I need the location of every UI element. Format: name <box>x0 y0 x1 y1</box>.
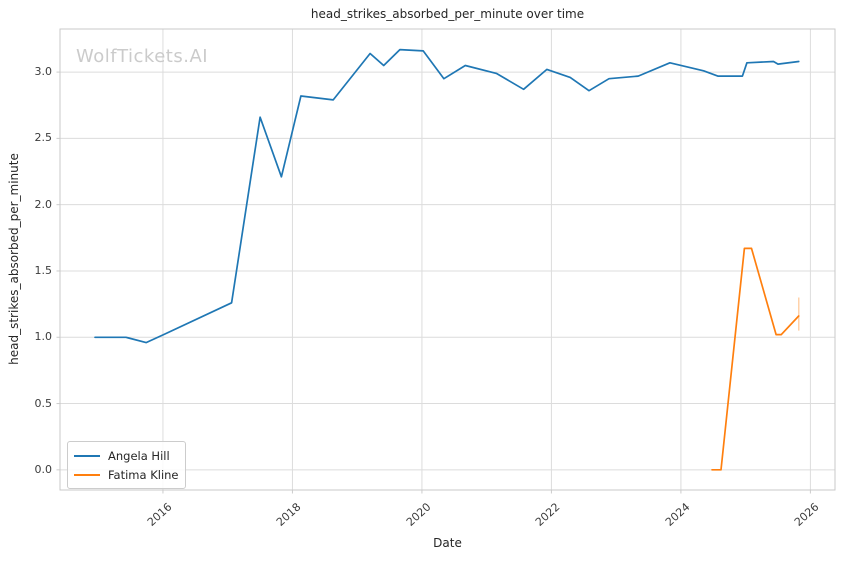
line-series-angela-hill <box>94 48 800 344</box>
watermark: WolfTickets.AI <box>76 46 209 67</box>
y-axis-label: head_strikes_absorbed_per_minute <box>7 153 21 365</box>
legend-label: Fatima Kline <box>108 467 179 482</box>
y-tick-label: 1.5 <box>34 263 53 277</box>
y-tick-label: 0.0 <box>34 462 53 476</box>
legend-item-angela-hill: Angela Hill <box>74 446 177 465</box>
y-tick-label: 1.0 <box>34 330 53 344</box>
y-tick-label: 3.0 <box>34 65 53 79</box>
y-tick-label: 2.0 <box>34 197 53 211</box>
legend-line-sample-blue <box>74 454 100 457</box>
y-tick-label: 0.5 <box>34 396 53 410</box>
x-axis-label: Date <box>433 536 462 550</box>
legend: Angela Hill Fatima Kline <box>67 441 186 489</box>
line-series-fatima-kline <box>711 247 800 471</box>
legend-label: Angela Hill <box>108 448 170 463</box>
plot-border <box>59 28 836 491</box>
legend-item-fatima-kline: Fatima Kline <box>74 465 179 484</box>
chart-title: head_strikes_absorbed_per_minute over ti… <box>310 7 585 21</box>
legend-line-sample-orange <box>74 473 100 476</box>
y-tick-label: 2.5 <box>34 131 53 145</box>
